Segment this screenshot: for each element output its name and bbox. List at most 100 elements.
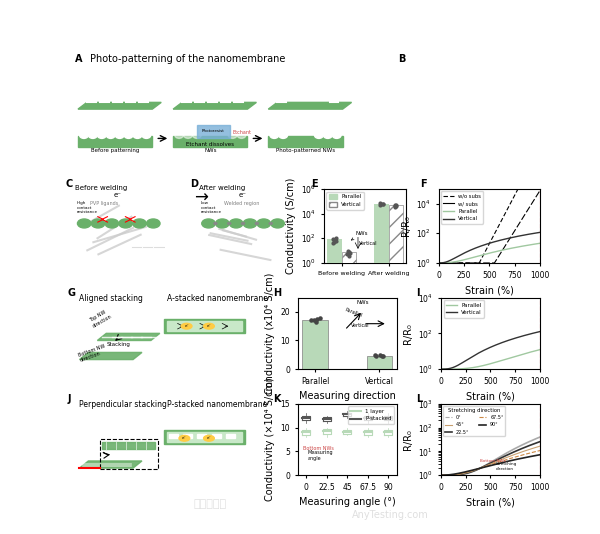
- w/ subs: [496, 253, 503, 259]
- w/ subs: [518, 216, 526, 223]
- Point: [493, 73, 502, 82]
- 67.5°: [491, 460, 498, 467]
- Point: [491, 78, 500, 87]
- Text: e⁻: e⁻: [206, 324, 211, 328]
- w/ subs: [435, 260, 442, 266]
- Point: [499, 66, 509, 75]
- Point: [476, 107, 486, 116]
- Point: [440, 98, 450, 106]
- Parallel: [518, 243, 526, 249]
- Point: [485, 101, 494, 110]
- Point: [511, 102, 521, 111]
- Point: [483, 145, 493, 154]
- Circle shape: [175, 132, 184, 138]
- Text: 嘉搏木材网: 嘉搏木材网: [193, 499, 227, 509]
- Point: [461, 120, 471, 129]
- Point: [461, 89, 471, 98]
- Point: [486, 84, 496, 93]
- Point: [495, 139, 505, 147]
- Point: [410, 129, 420, 138]
- Point: [476, 96, 485, 104]
- Vertical: [496, 340, 503, 347]
- Point: [474, 143, 484, 152]
- Point: [408, 122, 418, 131]
- Point: [311, 318, 321, 326]
- Point: [508, 144, 517, 153]
- Point: [408, 68, 418, 76]
- Point: [424, 140, 434, 149]
- Point: [512, 87, 522, 95]
- Point: [527, 127, 537, 135]
- Point: [460, 105, 469, 114]
- w/ subs: [484, 260, 491, 266]
- Point: [427, 106, 436, 114]
- Point: [467, 132, 477, 141]
- Point: [375, 199, 385, 208]
- w/o subs: [534, 186, 541, 192]
- 0°: [491, 457, 498, 463]
- Point: [529, 118, 539, 127]
- Point: [526, 95, 536, 104]
- Point: [407, 138, 417, 147]
- Point: [469, 89, 479, 98]
- Point: [431, 104, 441, 113]
- Text: K: K: [273, 394, 280, 404]
- Point: [453, 114, 463, 123]
- Text: I: I: [416, 288, 419, 298]
- w/o subs: [484, 244, 491, 250]
- Point: [410, 110, 419, 119]
- 22.5°: [534, 439, 541, 446]
- Point: [442, 131, 451, 140]
- w/o subs: [435, 260, 442, 266]
- Point: [509, 79, 519, 88]
- Parallel: [534, 240, 541, 247]
- Point: [520, 108, 530, 116]
- Point: [328, 239, 338, 247]
- Text: 20 μm pattern: 20 μm pattern: [407, 68, 458, 74]
- Point: [491, 101, 500, 109]
- Point: [407, 116, 417, 125]
- Point: [379, 352, 388, 360]
- Point: [525, 136, 535, 145]
- Text: Stacking: Stacking: [106, 342, 130, 348]
- Point: [458, 100, 467, 109]
- Point: [494, 140, 504, 148]
- Point: [449, 127, 459, 135]
- Parallel: [534, 347, 541, 354]
- Point: [410, 97, 419, 106]
- Point: [418, 70, 427, 79]
- Point: [448, 134, 458, 142]
- Point: [434, 105, 444, 114]
- Point: [493, 78, 503, 87]
- Point: [461, 71, 471, 80]
- Point: [526, 98, 536, 106]
- Point: [518, 124, 528, 132]
- Line: 22.5°: 22.5°: [441, 442, 540, 475]
- 0°: [484, 461, 491, 467]
- Polygon shape: [79, 352, 142, 359]
- Point: [451, 89, 461, 98]
- Y-axis label: R/R₀: R/R₀: [401, 215, 410, 237]
- Point: [425, 142, 434, 150]
- w/o subs: [490, 232, 497, 239]
- Point: [487, 115, 497, 123]
- Point: [331, 237, 341, 245]
- Y-axis label: Conductivity (S/cm): Conductivity (S/cm): [286, 178, 296, 274]
- 22.5°: [496, 456, 503, 462]
- Parallel: [496, 358, 503, 364]
- Point: [509, 131, 518, 139]
- Bar: [268, 136, 343, 147]
- Point: [501, 116, 511, 124]
- Point: [526, 118, 535, 127]
- Line: w/ subs: w/ subs: [439, 191, 540, 263]
- Point: [407, 131, 416, 140]
- Point: [418, 140, 428, 149]
- Point: [487, 111, 496, 120]
- Parallel: [536, 347, 544, 353]
- Point: [478, 99, 488, 107]
- Point: [511, 133, 521, 142]
- Vertical: [496, 238, 503, 244]
- Point: [521, 97, 530, 105]
- Bar: [100, 439, 158, 469]
- Line: 45°: 45°: [441, 446, 540, 475]
